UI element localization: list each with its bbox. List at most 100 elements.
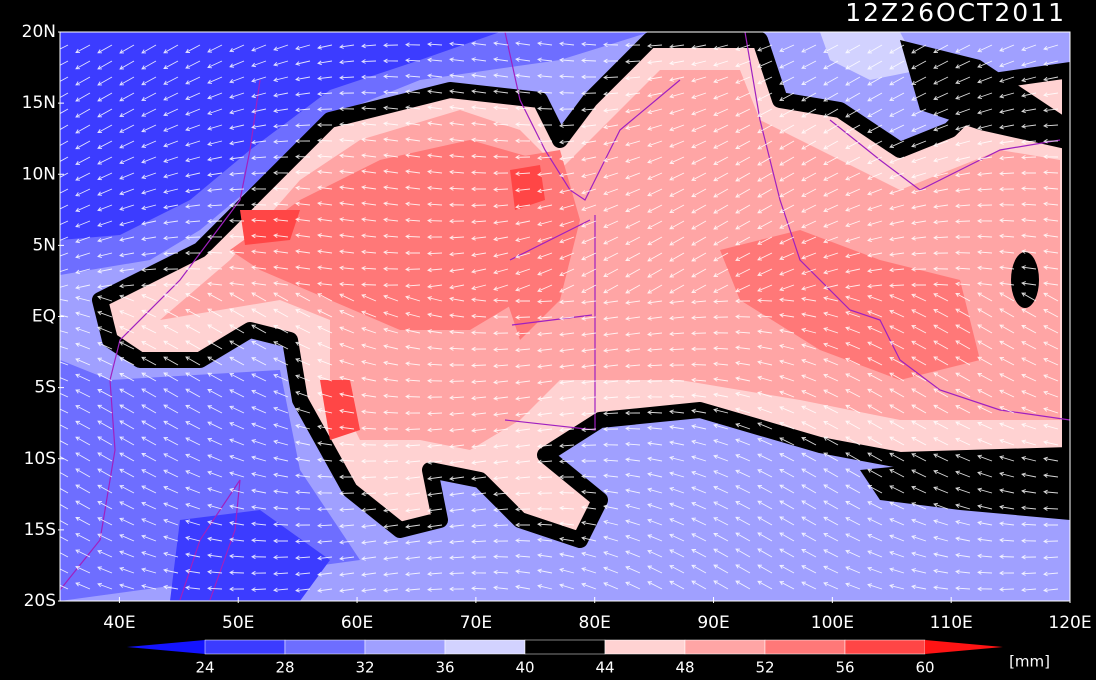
wind-arrow xyxy=(1021,44,1037,52)
wind-arrow xyxy=(625,42,641,48)
wind-arrow xyxy=(647,441,663,446)
wind-arrow xyxy=(647,43,663,49)
wind-arrow xyxy=(251,439,267,446)
wind-arrow xyxy=(603,426,619,432)
wind-arrow xyxy=(911,235,927,241)
wind-arrow xyxy=(757,469,773,478)
wind-arrow xyxy=(911,518,927,526)
wind-arrow xyxy=(383,508,399,513)
wind-arrow xyxy=(1021,265,1037,270)
wind-arrow xyxy=(119,60,135,70)
wind-arrow xyxy=(471,170,487,175)
wind-arrow xyxy=(559,156,575,161)
wind-arrow xyxy=(999,357,1015,366)
wind-arrow xyxy=(559,567,575,574)
wind-arrow xyxy=(691,299,707,305)
wind-arrow xyxy=(603,535,619,542)
wind-arrow xyxy=(229,171,245,177)
wind-arrow xyxy=(581,582,597,590)
wind-arrow xyxy=(97,295,113,302)
wind-arrow xyxy=(317,506,333,512)
wind-arrow xyxy=(1043,423,1059,430)
wind-arrow xyxy=(823,549,839,558)
wind-arrow xyxy=(405,121,421,126)
wind-arrow xyxy=(625,316,641,321)
wind-arrow xyxy=(581,411,597,417)
wind-arrow xyxy=(691,533,707,542)
wind-arrow xyxy=(405,295,421,302)
wind-arrow xyxy=(669,124,685,132)
wind-arrow xyxy=(339,122,355,127)
wind-arrow xyxy=(361,201,377,206)
wind-arrow xyxy=(273,456,289,462)
wind-arrow xyxy=(933,356,949,366)
wind-arrow xyxy=(273,139,289,144)
wind-arrow xyxy=(361,169,377,174)
wind-arrow xyxy=(779,453,795,462)
wind-arrow xyxy=(75,124,91,134)
wind-arrow xyxy=(141,567,157,574)
wind-arrow xyxy=(559,236,575,244)
wind-arrow xyxy=(625,534,641,542)
wind-arrow xyxy=(515,298,531,304)
wind-arrow xyxy=(141,251,157,257)
wind-arrow xyxy=(339,217,355,222)
wind-arrow xyxy=(977,389,993,398)
wind-arrow xyxy=(427,524,443,529)
wind-arrow xyxy=(119,485,135,494)
wind-arrow xyxy=(427,394,443,400)
wind-arrow xyxy=(669,315,685,321)
wind-arrow xyxy=(823,60,839,70)
wind-arrow xyxy=(207,292,223,302)
wind-arrow xyxy=(735,501,751,510)
wind-arrow xyxy=(273,217,289,223)
wind-arrow xyxy=(537,252,553,260)
wind-arrow xyxy=(163,220,179,225)
wind-arrow xyxy=(867,283,883,289)
wind-arrow xyxy=(537,57,553,63)
wind-arrow xyxy=(75,140,91,150)
wind-arrow xyxy=(493,284,509,291)
wind-arrow xyxy=(779,124,795,134)
wind-arrow xyxy=(295,217,311,222)
wind-arrow xyxy=(75,108,91,118)
wind-arrow xyxy=(361,524,377,529)
colorbar-label: 24 xyxy=(195,659,214,677)
wind-arrow xyxy=(669,362,685,368)
wind-arrow xyxy=(273,341,289,350)
wind-arrow xyxy=(405,524,421,529)
wind-arrow xyxy=(669,331,685,337)
wind-arrow xyxy=(317,44,333,50)
wind-arrow xyxy=(60,156,69,162)
wind-arrow xyxy=(295,233,311,238)
wind-arrow xyxy=(669,378,685,384)
wind-arrow xyxy=(999,570,1015,576)
wind-arrow xyxy=(999,406,1015,414)
wind-arrow xyxy=(823,420,839,430)
wind-arrow xyxy=(185,124,201,132)
wind-arrow xyxy=(625,236,641,245)
wind-arrow xyxy=(735,454,751,462)
wind-arrow xyxy=(60,503,69,510)
wind-arrow xyxy=(273,522,289,527)
wind-arrow xyxy=(1021,522,1037,527)
wind-arrow xyxy=(559,284,575,293)
wind-arrow xyxy=(361,376,377,382)
wind-arrow xyxy=(471,492,487,497)
wind-arrow xyxy=(141,452,157,462)
wind-arrow xyxy=(999,265,1015,270)
wind-arrow xyxy=(955,437,971,446)
wind-arrow xyxy=(603,473,619,479)
wind-arrow xyxy=(537,537,553,543)
wind-arrow xyxy=(339,44,355,49)
wind-arrow xyxy=(603,411,619,416)
wind-arrow xyxy=(405,556,421,561)
wind-arrow xyxy=(185,324,201,334)
wind-arrow xyxy=(119,252,135,258)
wind-arrow xyxy=(933,552,949,558)
wind-arrow xyxy=(317,539,333,545)
wind-arrow xyxy=(757,485,773,494)
wind-arrow xyxy=(361,217,377,222)
wind-arrow xyxy=(669,76,685,82)
wind-arrow xyxy=(559,364,575,369)
